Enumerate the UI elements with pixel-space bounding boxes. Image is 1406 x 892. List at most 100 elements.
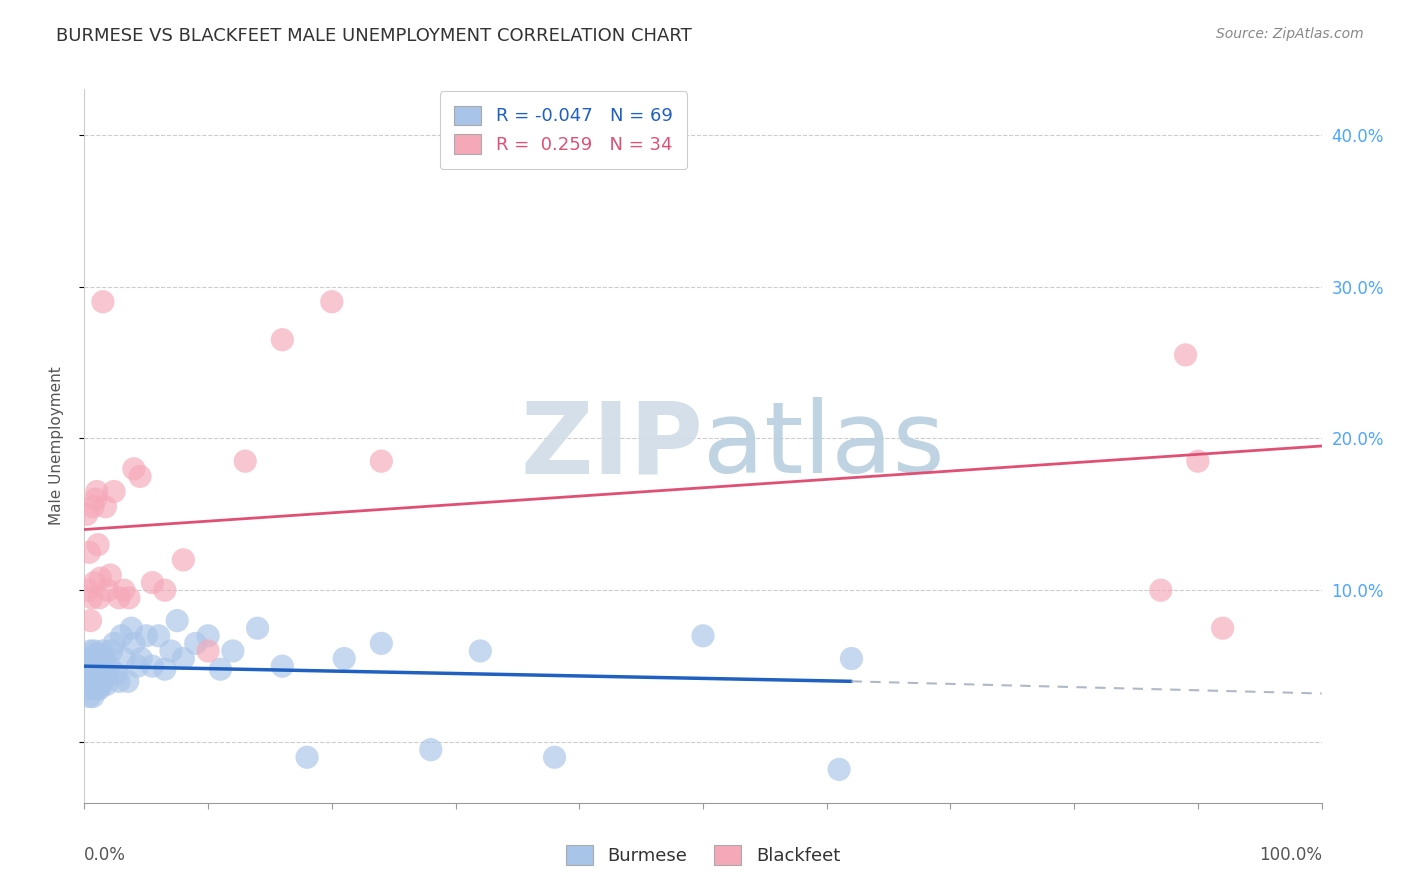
Point <box>141 659 163 673</box>
Point <box>692 629 714 643</box>
Point <box>112 651 135 665</box>
Point <box>96 677 118 691</box>
Point <box>80 677 103 691</box>
Point <box>129 651 152 665</box>
Point <box>79 690 101 704</box>
Point <box>105 666 128 681</box>
Point <box>122 462 145 476</box>
Point <box>94 666 117 681</box>
Point <box>246 621 269 635</box>
Text: 0.0%: 0.0% <box>84 846 127 863</box>
Point <box>222 644 245 658</box>
Text: Source: ZipAtlas.com: Source: ZipAtlas.com <box>1216 27 1364 41</box>
Point <box>118 591 141 605</box>
Point <box>1150 583 1173 598</box>
Point <box>172 651 194 665</box>
Text: 100.0%: 100.0% <box>1258 846 1322 863</box>
Point <box>87 674 110 689</box>
Point <box>209 662 232 676</box>
Point <box>120 621 142 635</box>
Point <box>117 674 139 689</box>
Point <box>82 668 104 682</box>
Point <box>370 636 392 650</box>
Point <box>108 591 131 605</box>
Point <box>83 644 105 658</box>
Point <box>86 484 108 499</box>
Point <box>129 469 152 483</box>
Point <box>108 674 131 689</box>
Point <box>166 614 188 628</box>
Point <box>82 500 104 514</box>
Point <box>86 666 108 681</box>
Point <box>86 681 108 696</box>
Point <box>233 454 256 468</box>
Point <box>828 763 851 777</box>
Text: atlas: atlas <box>703 398 945 494</box>
Point <box>172 553 194 567</box>
Point <box>1174 348 1197 362</box>
Point <box>470 644 492 658</box>
Point <box>103 636 125 650</box>
Point <box>80 651 103 665</box>
Point <box>197 644 219 658</box>
Point <box>419 742 441 756</box>
Point <box>79 671 101 685</box>
Point <box>86 647 108 661</box>
Point <box>184 636 207 650</box>
Point <box>370 454 392 468</box>
Point <box>103 484 125 499</box>
Point <box>84 681 107 696</box>
Point <box>98 568 121 582</box>
Point <box>76 508 98 522</box>
Point <box>97 583 120 598</box>
Point <box>90 677 112 691</box>
Point <box>97 666 120 681</box>
Point <box>89 571 111 585</box>
Point <box>197 629 219 643</box>
Point <box>82 690 104 704</box>
Point <box>79 545 101 559</box>
Point <box>83 575 105 590</box>
Point <box>1212 621 1234 635</box>
Point <box>1187 454 1209 468</box>
Point <box>89 674 111 689</box>
Point <box>91 644 114 658</box>
Point <box>271 333 294 347</box>
Point <box>82 656 104 670</box>
Point <box>79 651 101 665</box>
Point <box>127 659 149 673</box>
Point <box>84 662 107 676</box>
Point <box>135 629 157 643</box>
Point <box>77 666 100 681</box>
Point <box>79 614 101 628</box>
Point <box>98 659 121 673</box>
Point <box>153 662 176 676</box>
Point <box>122 636 145 650</box>
Point <box>80 591 103 605</box>
Point <box>89 651 111 665</box>
Point <box>91 294 114 309</box>
Point <box>80 662 103 676</box>
Point <box>79 644 101 658</box>
Legend: Burmese, Blackfeet: Burmese, Blackfeet <box>558 838 848 872</box>
Text: BURMESE VS BLACKFEET MALE UNEMPLOYMENT CORRELATION CHART: BURMESE VS BLACKFEET MALE UNEMPLOYMENT C… <box>56 27 692 45</box>
Point <box>79 681 101 696</box>
Y-axis label: Male Unemployment: Male Unemployment <box>49 367 63 525</box>
Point <box>543 750 565 764</box>
Point <box>841 651 863 665</box>
Point <box>89 662 111 676</box>
Point <box>76 659 98 673</box>
Point <box>83 659 105 673</box>
Point <box>110 629 132 643</box>
Point <box>90 659 112 673</box>
Point <box>87 538 110 552</box>
Point <box>93 651 115 665</box>
Point <box>112 583 135 598</box>
Text: ZIP: ZIP <box>520 398 703 494</box>
Point <box>271 659 294 673</box>
Point <box>89 591 111 605</box>
Point <box>77 677 100 691</box>
Point <box>321 294 343 309</box>
Point <box>87 656 110 670</box>
Point <box>84 492 107 507</box>
